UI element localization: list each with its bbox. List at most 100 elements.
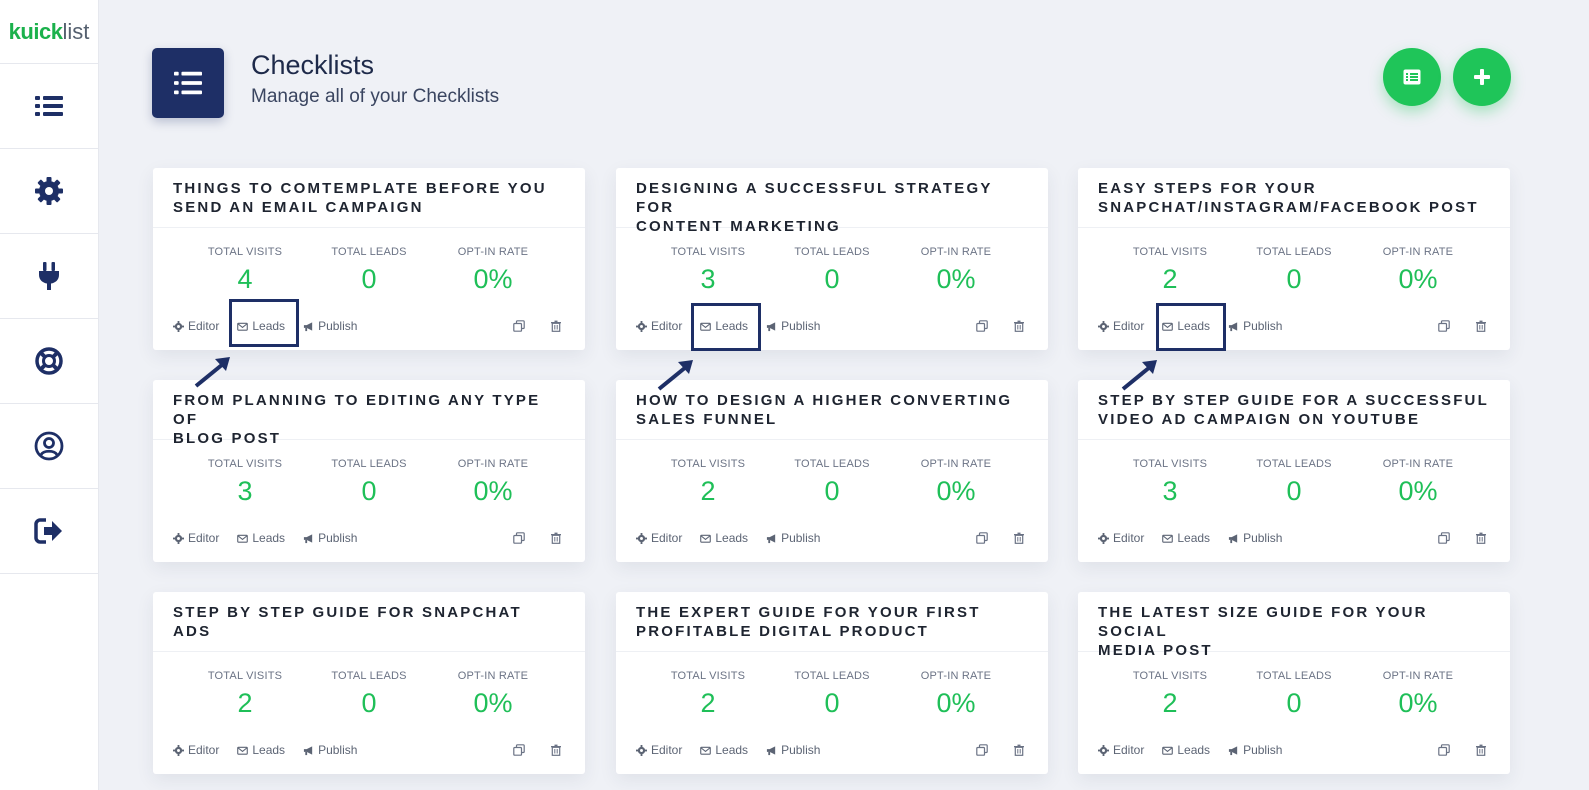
duplicate-button[interactable] — [976, 744, 988, 756]
leads-highlight-box — [1156, 303, 1226, 351]
leads-button[interactable]: Leads — [700, 531, 748, 545]
leads-button[interactable]: Leads — [1162, 531, 1210, 545]
card-title[interactable]: STEP BY STEP GUIDE FOR A SUCCESSFUL VIDE… — [1078, 380, 1510, 440]
copy-icon — [1438, 320, 1450, 332]
duplicate-button[interactable] — [513, 320, 525, 332]
editor-button[interactable]: Editor — [173, 319, 219, 333]
publish-label: Publish — [781, 743, 821, 757]
card-title-line2: PROFITABLE DIGITAL PRODUCT — [636, 623, 930, 640]
card-title[interactable]: EASY STEPS FOR YOUR SNAPCHAT/INSTAGRAM/F… — [1078, 168, 1510, 228]
stat-visits-label: TOTAL VISITS — [670, 670, 746, 682]
duplicate-button[interactable] — [1438, 532, 1450, 544]
card-title[interactable]: THE EXPERT GUIDE FOR YOUR FIRST PROFITAB… — [616, 592, 1048, 652]
stat-leads-label: TOTAL LEADS — [331, 458, 407, 470]
delete-button[interactable] — [1475, 744, 1487, 756]
card-stats: TOTAL VISITS 2 TOTAL LEADS 0 OPT-IN RATE… — [1078, 670, 1510, 719]
duplicate-button[interactable] — [1438, 320, 1450, 332]
trash-icon — [551, 744, 561, 756]
leads-highlight-box — [229, 299, 299, 347]
megaphone-icon — [766, 745, 776, 755]
publish-button[interactable]: Publish — [303, 319, 357, 333]
stat-leads-label: TOTAL LEADS — [794, 246, 870, 258]
logo[interactable]: kuick list — [0, 0, 98, 64]
publish-button[interactable]: Publish — [1228, 743, 1282, 757]
duplicate-button[interactable] — [1438, 744, 1450, 756]
card-stats: TOTAL VISITS 2 TOTAL LEADS 0 OPT-IN RATE… — [1078, 246, 1510, 295]
list-view-button[interactable] — [1383, 48, 1441, 106]
stat-leads: TOTAL LEADS 0 — [307, 458, 431, 507]
leads-button[interactable]: Leads — [237, 743, 285, 757]
leads-button[interactable]: Leads — [1162, 319, 1210, 333]
delete-button[interactable] — [550, 320, 562, 332]
publish-button[interactable]: Publish — [766, 319, 820, 333]
editor-button[interactable]: Editor — [1098, 531, 1144, 545]
card-title[interactable]: HOW TO DESIGN A HIGHER CONVERTING SALES … — [616, 380, 1048, 440]
stat-optin-label: OPT-IN RATE — [1382, 246, 1454, 258]
delete-button[interactable] — [1013, 320, 1025, 332]
editor-button[interactable]: Editor — [173, 743, 219, 757]
duplicate-button[interactable] — [513, 532, 525, 544]
delete-button[interactable] — [550, 532, 562, 544]
delete-button[interactable] — [550, 744, 562, 756]
stat-leads: TOTAL LEADS 0 — [770, 458, 894, 507]
stat-visits-value: 3 — [700, 264, 716, 294]
card-stats: TOTAL VISITS 3 TOTAL LEADS 0 OPT-IN RATE… — [1078, 458, 1510, 507]
card-title[interactable]: THINGS TO COMTEMPLATE BEFORE YOU SEND AN… — [153, 168, 585, 228]
stat-optin: OPT-IN RATE 0% — [431, 458, 555, 507]
delete-button[interactable] — [1013, 532, 1025, 544]
copy-icon — [976, 320, 988, 332]
leads-button[interactable]: Leads — [700, 319, 748, 333]
leads-button[interactable]: Leads — [237, 531, 285, 545]
stat-optin-value: 0% — [1398, 688, 1438, 718]
delete-button[interactable] — [1475, 320, 1487, 332]
sidebar-item-integrations[interactable] — [0, 234, 98, 319]
stat-optin-value: 0% — [473, 476, 513, 506]
card-title[interactable]: FROM PLANNING TO EDITING ANY TYPE OF BLO… — [153, 380, 585, 447]
publish-button[interactable]: Publish — [1228, 319, 1282, 333]
publish-button[interactable]: Publish — [1228, 531, 1282, 545]
editor-button[interactable]: Editor — [636, 319, 682, 333]
card-title[interactable]: STEP BY STEP GUIDE FOR SNAPCHAT ADS — [153, 592, 585, 652]
trash-icon — [1476, 744, 1486, 756]
delete-button[interactable] — [1013, 744, 1025, 756]
publish-button[interactable]: Publish — [766, 743, 820, 757]
page-icon — [152, 48, 224, 118]
editor-button[interactable]: Editor — [636, 531, 682, 545]
publish-label: Publish — [781, 319, 821, 333]
envelope-icon — [700, 746, 712, 755]
duplicate-button[interactable] — [976, 320, 988, 332]
duplicate-button[interactable] — [976, 532, 988, 544]
stat-visits-label: TOTAL VISITS — [207, 670, 283, 682]
card-title[interactable]: DESIGNING A SUCCESSFUL STRATEGY FOR CONT… — [616, 168, 1048, 235]
stat-visits-label: TOTAL VISITS — [207, 246, 283, 258]
sidebar-item-account[interactable] — [0, 404, 98, 489]
card-title[interactable]: THE LATEST SIZE GUIDE FOR YOUR SOCIAL ME… — [1078, 592, 1510, 659]
add-checklist-button[interactable] — [1453, 48, 1511, 106]
gear-icon — [1098, 744, 1109, 756]
megaphone-icon — [303, 533, 313, 543]
sidebar-item-support[interactable] — [0, 319, 98, 404]
sidebar-item-checklists[interactable] — [0, 64, 98, 149]
card-title-line2: SNAPCHAT/INSTAGRAM/FACEBOOK POST — [1098, 199, 1479, 216]
sidebar-item-logout[interactable] — [0, 489, 98, 574]
publish-button[interactable]: Publish — [303, 531, 357, 545]
publish-button[interactable]: Publish — [766, 531, 820, 545]
duplicate-button[interactable] — [513, 744, 525, 756]
editor-button[interactable]: Editor — [1098, 319, 1144, 333]
leads-button[interactable]: Leads — [1162, 743, 1210, 757]
sidebar-item-settings[interactable] — [0, 149, 98, 234]
page-title: Checklists — [251, 50, 375, 80]
megaphone-icon — [766, 321, 776, 331]
leads-button[interactable]: Leads — [700, 743, 748, 757]
leads-button[interactable]: Leads — [237, 319, 285, 333]
envelope-icon — [237, 534, 249, 543]
publish-button[interactable]: Publish — [303, 743, 357, 757]
stat-optin-label: OPT-IN RATE — [457, 246, 529, 258]
stat-optin: OPT-IN RATE 0% — [1356, 670, 1480, 719]
editor-button[interactable]: Editor — [173, 531, 219, 545]
editor-button[interactable]: Editor — [1098, 743, 1144, 757]
editor-button[interactable]: Editor — [636, 743, 682, 757]
delete-button[interactable] — [1475, 532, 1487, 544]
publish-label: Publish — [1243, 319, 1283, 333]
gear-icon — [636, 320, 647, 332]
